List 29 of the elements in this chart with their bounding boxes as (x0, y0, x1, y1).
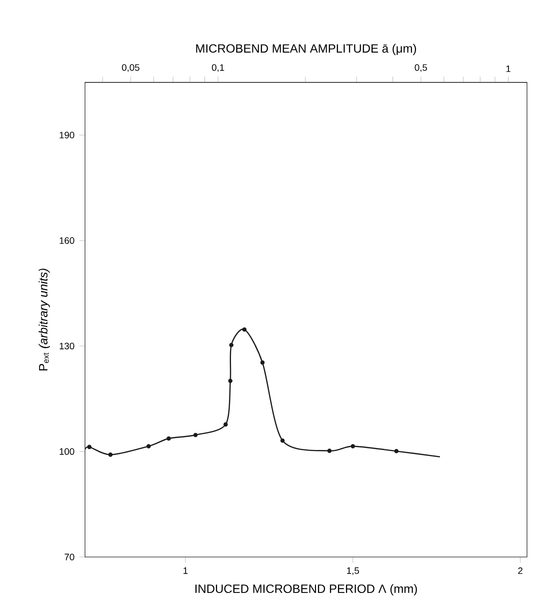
x2-tick-label: 0,1 (212, 64, 224, 72)
point (193, 432, 198, 438)
point (394, 449, 399, 454)
x-axis-title: INDUCED MICROBEND PERIOD Λ (mm) (195, 584, 417, 596)
point (280, 438, 285, 443)
y-tick-label: 130 (60, 342, 74, 350)
y-axis-title: P$_{ext}$ (arbitrary units) (38, 268, 50, 370)
point (327, 448, 332, 453)
y-tick-label: 160 (60, 237, 74, 244)
x-tick-label: 1 (184, 567, 188, 574)
point (87, 444, 92, 450)
point (224, 422, 228, 427)
x2-tick-label: 1 (506, 66, 510, 72)
y-tick-label: 70 (64, 554, 74, 560)
x-tick-label: 2 (518, 567, 522, 574)
x-tick-label: 1,5 (347, 567, 359, 576)
x2-axis-title: MICROBEND MEAN AMPLITUDE ā (μm) (196, 44, 416, 56)
y-tick-label: 100 (60, 448, 74, 455)
x2-tick-label: 0,5 (414, 64, 428, 72)
y-tick-label: 190 (60, 132, 74, 138)
point (108, 452, 113, 457)
point (146, 444, 151, 448)
point (260, 360, 265, 365)
point (166, 436, 171, 441)
point (242, 327, 247, 332)
point (350, 444, 356, 448)
point (228, 378, 232, 383)
point (229, 342, 234, 348)
x2-tick-label: 0,05 (122, 64, 140, 72)
